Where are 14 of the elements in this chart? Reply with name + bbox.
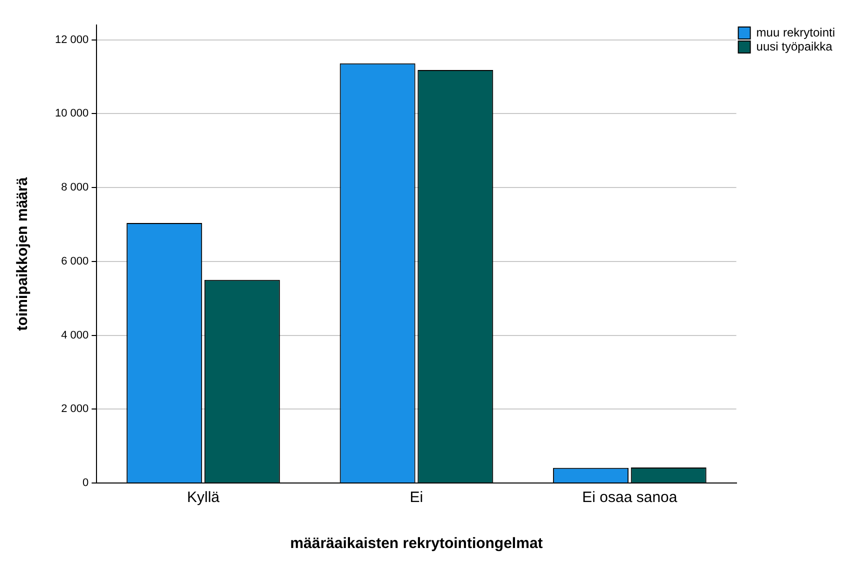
y-axis-title: toimipaikkojen määrä — [14, 176, 32, 331]
y-tick-label: 8 000 — [61, 182, 89, 194]
y-tick-label: 10 000 — [54, 108, 89, 120]
y-tick-label: 12 000 — [54, 34, 89, 46]
y-tick-label: 6 000 — [61, 255, 89, 268]
x-tick-label: Ei osaa sanoa — [582, 489, 678, 506]
y-tick-label: 4 000 — [61, 329, 89, 342]
y-tick-label: 0 — [82, 477, 89, 490]
y-tick-label: 2 000 — [61, 403, 89, 416]
x-tick-label: Kyllä — [186, 489, 220, 506]
x-axis-title: määräaikaisten rekrytointiongelmat — [290, 535, 543, 552]
legend-label: muu rekrytointi — [756, 25, 836, 40]
legend-label: uusi työpaikka — [756, 39, 833, 54]
x-tick-label: Ei — [410, 489, 424, 506]
